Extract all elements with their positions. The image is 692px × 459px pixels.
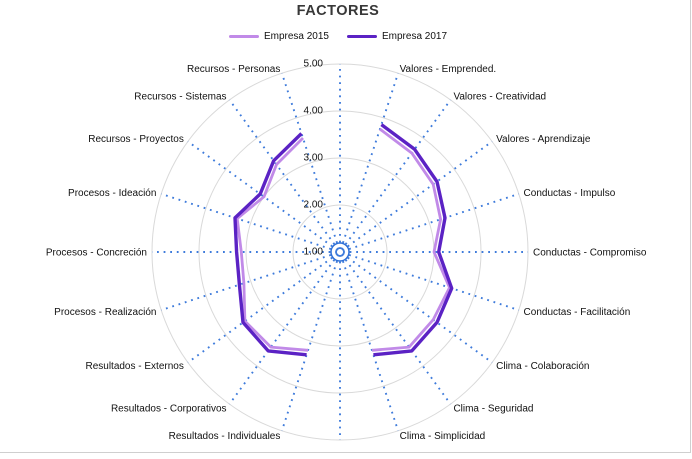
category-label: Resultados - Corporativos xyxy=(111,404,227,415)
chart-title: FACTORES xyxy=(296,3,380,19)
axis-spoke xyxy=(228,253,340,405)
category-label: Procesos - Concreción xyxy=(46,248,147,259)
category-label: Recursos - Proyectos xyxy=(88,134,184,145)
series-line-empresa-2015 xyxy=(371,127,451,352)
legend-swatch-2017 xyxy=(347,35,377,38)
category-label: Resultados - Individuales xyxy=(169,431,281,442)
grid-ring xyxy=(245,157,435,347)
center-circle xyxy=(330,242,350,262)
legend-item-empresa-2015: Empresa 2015 xyxy=(228,31,329,42)
axis-spoke xyxy=(281,254,340,432)
axis-spoke xyxy=(228,99,340,251)
axis-spoke xyxy=(281,72,340,250)
category-label: Valores - Creatividad xyxy=(453,91,546,102)
axis-spoke xyxy=(342,193,520,252)
series-line-empresa-2017 xyxy=(373,123,454,357)
axis-spoke xyxy=(340,254,399,432)
axis-spoke xyxy=(342,252,520,311)
legend-item-empresa-2017: Empresa 2017 xyxy=(347,31,447,42)
category-label: Conductas - Impulso xyxy=(524,188,616,199)
radial-tick-label: 1.00 xyxy=(304,247,324,258)
legend-swatch-2015 xyxy=(228,35,259,38)
axis-spoke xyxy=(187,140,339,252)
category-label: Valores - Aprendizaje xyxy=(496,134,591,145)
category-label: Conductas - Facilitación xyxy=(524,307,631,318)
series-line-empresa-2015 xyxy=(235,137,309,352)
category-label: Resultados - Externos xyxy=(85,361,183,372)
category-label: Clima - Colaboración xyxy=(496,361,589,372)
axis-spoke xyxy=(340,72,399,250)
grid-ring xyxy=(198,110,482,394)
category-label: Conductas - Compromiso xyxy=(533,248,647,259)
axis-spoke xyxy=(341,252,493,364)
axis-spoke xyxy=(187,252,339,364)
category-label: Recursos - Personas xyxy=(187,64,280,75)
grid-ring xyxy=(292,204,388,300)
category-label: Recursos - Sistemas xyxy=(134,91,226,102)
radial-tick-label: 5.00 xyxy=(304,59,324,70)
chart-legend: Empresa 2015 Empresa 2017 xyxy=(0,31,676,42)
legend-label-2017: Empresa 2017 xyxy=(382,31,448,42)
category-label: Clima - Simplicidad xyxy=(400,431,486,442)
axis-spoke xyxy=(160,193,338,252)
radial-tick-label: 4.00 xyxy=(304,106,324,117)
grid-ring xyxy=(151,63,529,441)
radial-tick-label: 3.00 xyxy=(304,153,324,164)
legend-label-2015: Empresa 2015 xyxy=(263,31,329,42)
series-line-empresa-2017 xyxy=(233,132,307,357)
category-label: Procesos - Ideación xyxy=(68,188,156,199)
category-label: Valores - Emprended. xyxy=(400,64,497,75)
category-label: Procesos - Realización xyxy=(54,307,156,318)
axis-spoke xyxy=(340,99,452,251)
axis-spoke xyxy=(160,252,338,311)
axis-spoke xyxy=(340,253,452,405)
axis-spoke xyxy=(341,140,493,252)
radial-tick-label: 2.00 xyxy=(304,200,324,211)
category-label: Clima - Seguridad xyxy=(453,404,533,415)
